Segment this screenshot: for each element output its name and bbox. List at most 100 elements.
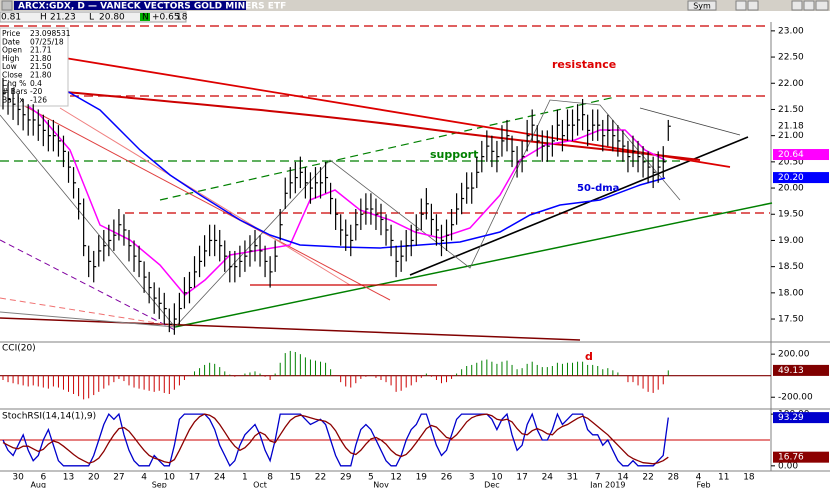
trend-line [59, 107, 351, 286]
y-tick-label: 20.50 [778, 157, 804, 167]
x-tick-label: 24 [542, 473, 554, 483]
quote-key: N [142, 13, 149, 23]
y-tick-label: 19.00 [778, 236, 804, 246]
last-value-box [773, 451, 829, 463]
trend-line [639, 107, 741, 136]
x-tick-label: 12 [390, 473, 401, 483]
title-box [14, 1, 246, 10]
info-label: High [2, 54, 19, 63]
x-tick-label: 24 [214, 473, 226, 483]
stoch-line [2, 412, 669, 467]
last-value-box [773, 364, 829, 376]
x-tick-label: 17 [516, 473, 527, 483]
quote-key: L [89, 13, 94, 23]
trend-line [0, 239, 176, 331]
x-tick-label: 15 [290, 473, 301, 483]
info-label: Date [2, 37, 20, 46]
x-tick-label: 22 [642, 473, 653, 483]
maximize-button[interactable] [803, 0, 815, 11]
x-tick-label: 8 [267, 473, 273, 483]
info-value: 21.50 [30, 62, 52, 71]
x-tick-label: 30 [12, 473, 24, 483]
x-tick-label: 29 [340, 473, 352, 483]
y-tick-label: 20.00 [778, 184, 804, 194]
sym-button[interactable] [687, 0, 717, 11]
info-label: Price [2, 29, 21, 38]
x-tick-label: 13 [63, 473, 74, 483]
trend-line [174, 202, 773, 328]
x-tick-label: 17 [189, 473, 200, 483]
info-value: 21.80 [30, 71, 52, 80]
quote-row [0, 11, 187, 23]
quote-key: H [40, 13, 47, 23]
window-button[interactable] [735, 0, 747, 11]
x-tick-label: 4 [696, 473, 702, 483]
y-tick-label: 200.00 [778, 350, 810, 360]
app-icon [1, 0, 13, 11]
last-value-label: 21.18 [778, 122, 804, 132]
info-label: Low [2, 62, 17, 71]
info-value: 21.80 [30, 54, 52, 63]
info-value: 0.4 [30, 79, 42, 88]
window-button[interactable] [747, 0, 759, 11]
info-label: Close [2, 71, 23, 80]
panel-title: CCI(20) [2, 344, 36, 354]
minimize-button[interactable] [791, 0, 803, 11]
x-tick-label: 27 [113, 473, 124, 483]
last-value-label: 20.20 [778, 173, 804, 183]
info-label: # Bars [2, 87, 27, 96]
x-tick-label: 10 [164, 473, 176, 483]
x-month-label: Sep [152, 481, 167, 488]
stoch-line [2, 413, 669, 465]
trend-line [0, 92, 391, 301]
x-tick-label: 3 [469, 473, 475, 483]
x-month-label: Feb [696, 481, 710, 488]
x-month-label: Oct [253, 481, 267, 488]
quote-badge [140, 13, 150, 21]
last-value-label: 20.64 [778, 150, 804, 160]
x-tick-label: 20 [88, 473, 100, 483]
close-button[interactable] [815, 0, 829, 11]
x-tick-label: 11 [718, 473, 729, 483]
panel-title: StochRSI(14,14(1),9) [2, 412, 96, 422]
chart-title: ARCX:GDX, D — VANECK VECTORS GOLD MINERS… [18, 2, 286, 12]
trend-line [0, 317, 581, 341]
last-value-label: 93.29 [778, 413, 804, 423]
x-tick-label: 4 [141, 473, 147, 483]
moving-average [0, 85, 701, 161]
last-value-box [773, 172, 829, 184]
annotation: 50-dma [577, 183, 619, 194]
y-tick-label: 22.50 [778, 53, 804, 63]
trend-line [64, 57, 731, 168]
y-tick-label: 19.50 [778, 210, 804, 220]
x-tick-label: 5 [368, 473, 374, 483]
x-tick-label: 14 [617, 473, 629, 483]
x-month-label: Dec [484, 481, 499, 488]
y-tick-label: 22.00 [778, 79, 804, 89]
info-label: Chg % [2, 79, 26, 88]
quote-value: 21.23 [50, 13, 76, 23]
last-value-box [773, 149, 829, 161]
annotation: d [585, 350, 593, 363]
x-month-label: Nov [373, 481, 389, 488]
quote-value: +0.65 [152, 13, 180, 23]
info-box [0, 27, 69, 107]
x-tick-label: 18 [743, 473, 755, 483]
x-tick-label: 26 [441, 473, 453, 483]
sym-button-label[interactable]: Sym [693, 2, 711, 11]
info-value: 23.098531 [30, 29, 71, 38]
x-month-label: Jan 2019 [589, 481, 625, 488]
x-tick-label: 28 [668, 473, 680, 483]
info-value: 21.71 [30, 46, 52, 55]
annotation: support [430, 148, 478, 161]
x-tick-label: 10 [491, 473, 503, 483]
y-tick-label: 0.00 [778, 461, 798, 471]
x-tick-label: 6 [40, 473, 46, 483]
x-tick-label: 19 [416, 473, 428, 483]
y-tick-label: 18.50 [778, 262, 804, 272]
quote-value: 20.80 [99, 13, 125, 23]
info-value: -20 [30, 87, 42, 96]
y-tick-label: 23.00 [778, 26, 804, 36]
